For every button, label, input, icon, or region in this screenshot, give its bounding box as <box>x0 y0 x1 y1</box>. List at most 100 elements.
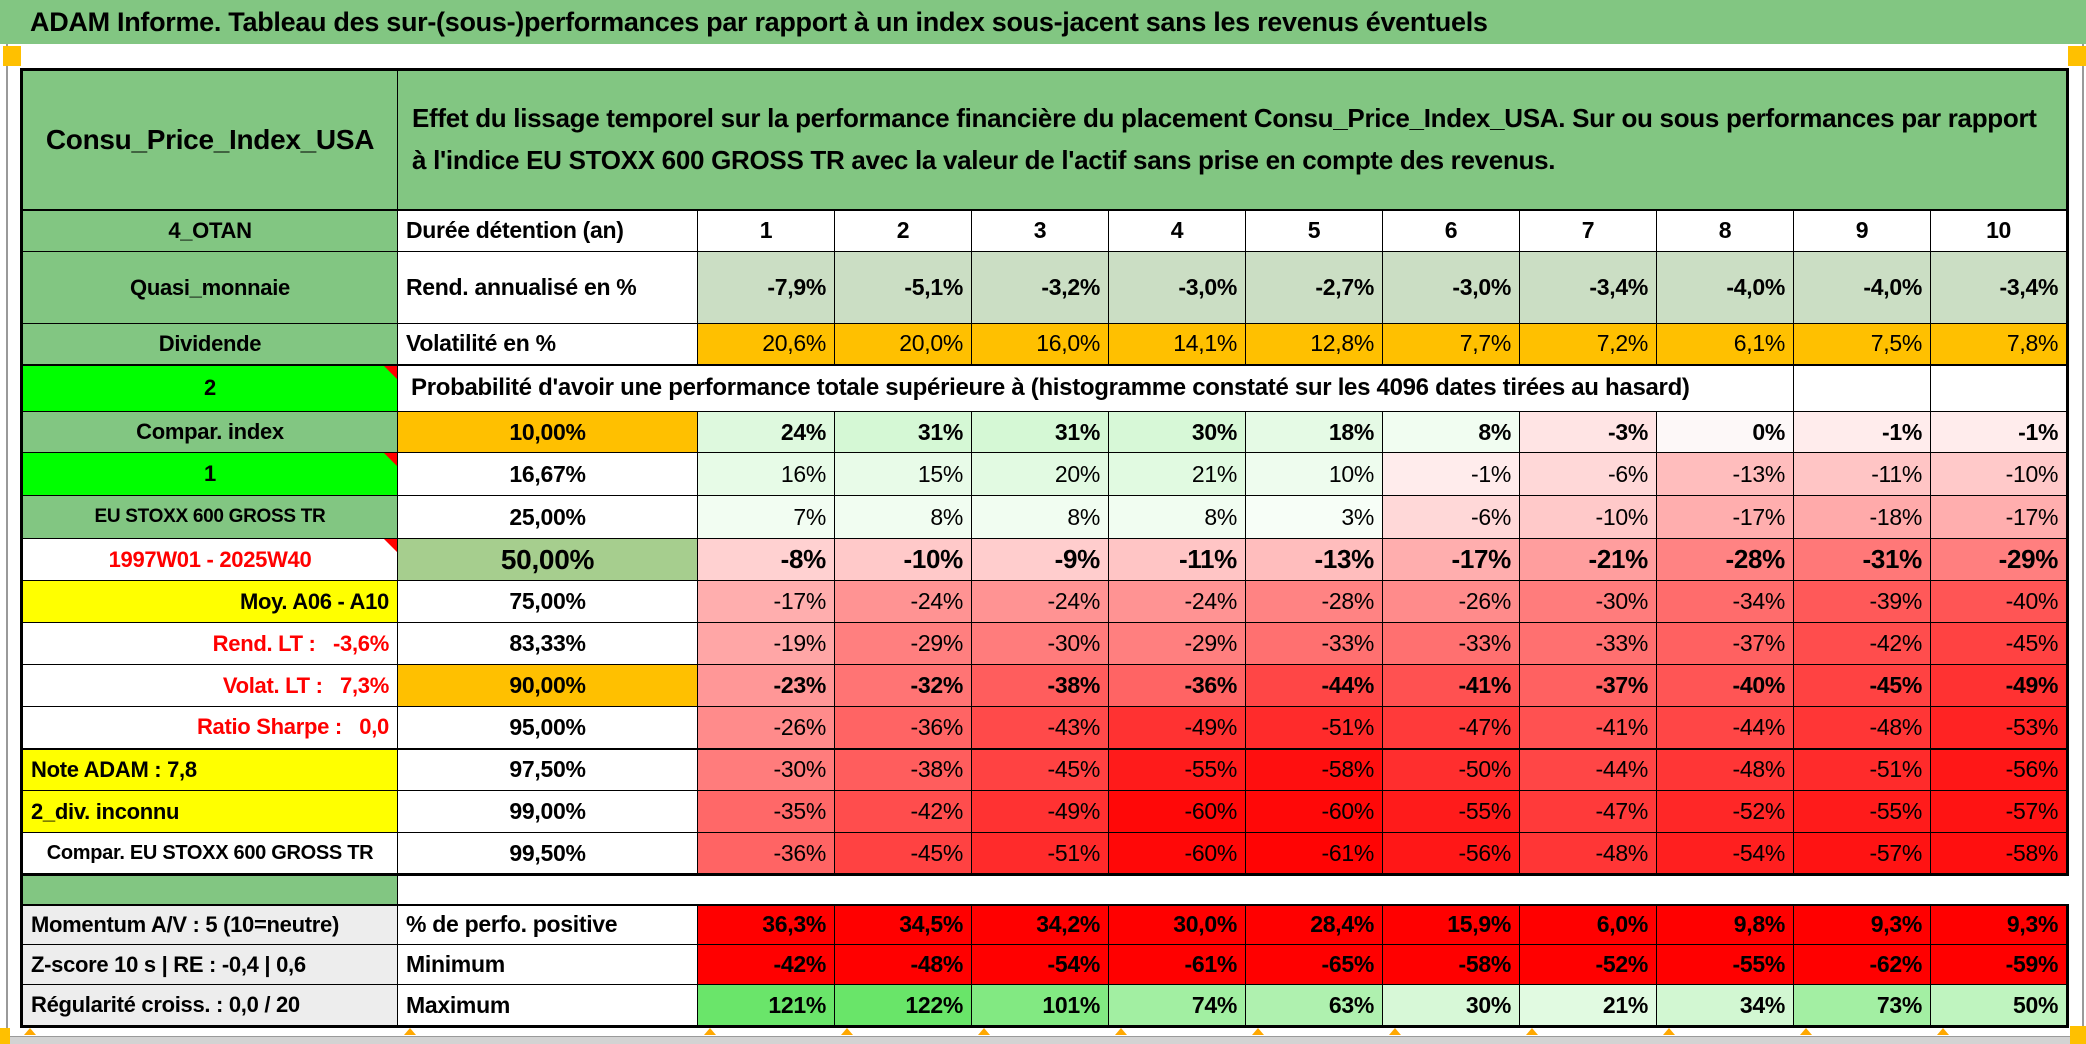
value-cell-8-4[interactable]: -24% <box>1108 580 1246 623</box>
value-cell-4-3[interactable]: 31% <box>971 411 1109 453</box>
year-col-8[interactable]: 8 <box>1656 209 1794 252</box>
row-header-17[interactable]: Minimum <box>397 944 698 985</box>
value-cell-5-10[interactable]: -10% <box>1929 452 2070 496</box>
value-cell-5-4[interactable]: 21% <box>1108 452 1246 496</box>
value-cell-2-2[interactable]: 20,0% <box>834 323 972 366</box>
value-cell-8-9[interactable]: -39% <box>1793 580 1931 623</box>
row-header-1[interactable]: Rend. annualisé en % <box>397 251 698 324</box>
value-cell-16-2[interactable]: 34,5% <box>834 903 972 945</box>
value-cell-13-8[interactable]: -52% <box>1656 790 1794 833</box>
row-label-10[interactable]: Volat. LT : 7,3% <box>20 664 398 707</box>
value-cell-9-8[interactable]: -37% <box>1656 622 1794 665</box>
value-cell-1-4[interactable]: -3,0% <box>1108 251 1246 324</box>
value-cell-13-7[interactable]: -47% <box>1519 790 1657 833</box>
row-header-8[interactable]: 75,00% <box>397 580 698 623</box>
value-cell-7-8[interactable]: -28% <box>1656 538 1794 581</box>
value-cell-4-7[interactable]: -3% <box>1519 411 1657 453</box>
year-col-4[interactable]: 4 <box>1108 209 1246 252</box>
empty-cell[interactable] <box>1929 364 2070 412</box>
value-cell-9-3[interactable]: -30% <box>971 622 1109 665</box>
row-label-2[interactable]: Dividende <box>20 323 398 366</box>
value-cell-5-5[interactable]: 10% <box>1245 452 1383 496</box>
value-cell-2-10[interactable]: 7,8% <box>1929 323 2070 366</box>
row-header-9[interactable]: 83,33% <box>397 622 698 665</box>
value-cell-8-8[interactable]: -34% <box>1656 580 1794 623</box>
value-cell-12-6[interactable]: -50% <box>1382 748 1520 791</box>
value-cell-14-6[interactable]: -56% <box>1382 832 1520 876</box>
value-cell-6-3[interactable]: 8% <box>971 495 1109 539</box>
value-cell-6-10[interactable]: -17% <box>1929 495 2070 539</box>
year-col-10[interactable]: 10 <box>1929 209 2070 252</box>
value-cell-6-5[interactable]: 3% <box>1245 495 1383 539</box>
value-cell-11-4[interactable]: -49% <box>1108 706 1246 750</box>
row-label-18[interactable]: Régularité croiss. : 0,0 / 20 <box>20 984 398 1028</box>
value-cell-6-2[interactable]: 8% <box>834 495 972 539</box>
value-cell-11-9[interactable]: -48% <box>1793 706 1931 750</box>
description-cell[interactable]: Effet du lissage temporel sur la perform… <box>396 68 2070 211</box>
value-cell-12-10[interactable]: -56% <box>1929 748 2070 791</box>
value-cell-14-10[interactable]: -58% <box>1929 832 2070 876</box>
value-cell-10-9[interactable]: -45% <box>1793 664 1931 707</box>
value-cell-6-1[interactable]: 7% <box>697 495 835 539</box>
row-header-6[interactable]: 25,00% <box>397 495 698 539</box>
value-cell-1-5[interactable]: -2,7% <box>1245 251 1383 324</box>
value-cell-12-8[interactable]: -48% <box>1656 748 1794 791</box>
value-cell-2-8[interactable]: 6,1% <box>1656 323 1794 366</box>
value-cell-17-2[interactable]: -48% <box>834 944 972 985</box>
value-cell-12-1[interactable]: -30% <box>697 748 835 791</box>
row-label-0[interactable]: 4_OTAN <box>20 209 398 252</box>
value-cell-17-9[interactable]: -62% <box>1793 944 1931 985</box>
value-cell-11-5[interactable]: -51% <box>1245 706 1383 750</box>
value-cell-9-9[interactable]: -42% <box>1793 622 1931 665</box>
value-cell-6-4[interactable]: 8% <box>1108 495 1246 539</box>
value-cell-9-2[interactable]: -29% <box>834 622 972 665</box>
row-label-6[interactable]: EU STOXX 600 GROSS TR <box>20 495 398 539</box>
value-cell-10-10[interactable]: -49% <box>1929 664 2070 707</box>
value-cell-10-5[interactable]: -44% <box>1245 664 1383 707</box>
value-cell-11-8[interactable]: -44% <box>1656 706 1794 750</box>
value-cell-10-1[interactable]: -23% <box>697 664 835 707</box>
row-header-11[interactable]: 95,00% <box>397 706 698 750</box>
row-label-17[interactable]: Z-score 10 s | RE : -0,4 | 0,6 <box>20 944 398 985</box>
value-cell-13-5[interactable]: -60% <box>1245 790 1383 833</box>
value-cell-1-10[interactable]: -3,4% <box>1929 251 2070 324</box>
value-cell-12-7[interactable]: -44% <box>1519 748 1657 791</box>
value-cell-9-7[interactable]: -33% <box>1519 622 1657 665</box>
value-cell-1-9[interactable]: -4,0% <box>1793 251 1931 324</box>
value-cell-2-7[interactable]: 7,2% <box>1519 323 1657 366</box>
value-cell-11-6[interactable]: -47% <box>1382 706 1520 750</box>
year-col-7[interactable]: 7 <box>1519 209 1657 252</box>
value-cell-7-5[interactable]: -13% <box>1245 538 1383 581</box>
value-cell-11-1[interactable]: -26% <box>697 706 835 750</box>
value-cell-10-8[interactable]: -40% <box>1656 664 1794 707</box>
probability-banner[interactable]: Probabilité d'avoir une performance tota… <box>397 364 1794 412</box>
value-cell-12-5[interactable]: -58% <box>1245 748 1383 791</box>
value-cell-10-3[interactable]: -38% <box>971 664 1109 707</box>
value-cell-17-8[interactable]: -55% <box>1656 944 1794 985</box>
value-cell-18-1[interactable]: 121% <box>697 984 835 1028</box>
row-label-13[interactable]: 2_div. inconnu <box>20 790 398 833</box>
value-cell-14-3[interactable]: -51% <box>971 832 1109 876</box>
duration-header[interactable]: Durée détention (an) <box>397 209 698 252</box>
year-col-9[interactable]: 9 <box>1793 209 1931 252</box>
value-cell-18-5[interactable]: 63% <box>1245 984 1383 1028</box>
value-cell-17-5[interactable]: -65% <box>1245 944 1383 985</box>
value-cell-6-8[interactable]: -17% <box>1656 495 1794 539</box>
value-cell-16-4[interactable]: 30,0% <box>1108 903 1246 945</box>
row-header-14[interactable]: 99,50% <box>397 832 698 876</box>
value-cell-1-2[interactable]: -5,1% <box>834 251 972 324</box>
value-cell-17-4[interactable]: -61% <box>1108 944 1246 985</box>
value-cell-18-2[interactable]: 122% <box>834 984 972 1028</box>
value-cell-17-3[interactable]: -54% <box>971 944 1109 985</box>
row-header-5[interactable]: 16,67% <box>397 452 698 496</box>
value-cell-8-3[interactable]: -24% <box>971 580 1109 623</box>
value-cell-11-3[interactable]: -43% <box>971 706 1109 750</box>
value-cell-16-6[interactable]: 15,9% <box>1382 903 1520 945</box>
value-cell-16-7[interactable]: 6,0% <box>1519 903 1657 945</box>
value-cell-5-7[interactable]: -6% <box>1519 452 1657 496</box>
row-label-5[interactable]: 1 <box>20 452 398 496</box>
value-cell-12-9[interactable]: -51% <box>1793 748 1931 791</box>
value-cell-11-10[interactable]: -53% <box>1929 706 2070 750</box>
value-cell-4-9[interactable]: -1% <box>1793 411 1931 453</box>
value-cell-11-2[interactable]: -36% <box>834 706 972 750</box>
